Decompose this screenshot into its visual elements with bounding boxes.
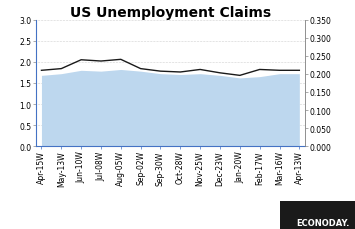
Title: US Unemployment Claims: US Unemployment Claims (70, 5, 271, 19)
Text: ECONODAY.: ECONODAY. (296, 218, 350, 227)
